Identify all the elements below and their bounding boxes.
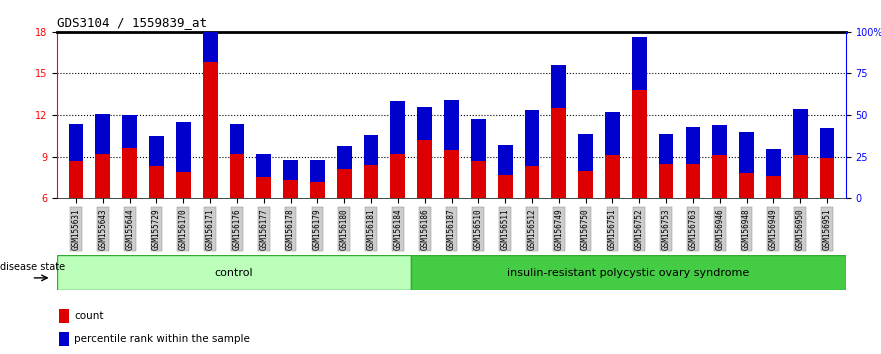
Bar — [176, 172, 190, 198]
Bar — [364, 135, 379, 165]
Bar — [552, 108, 566, 198]
Bar — [283, 180, 298, 198]
Bar — [793, 155, 808, 198]
Bar — [149, 166, 164, 198]
Bar — [444, 150, 459, 198]
Text: percentile rank within the sample: percentile rank within the sample — [74, 334, 250, 344]
Bar — [122, 148, 137, 198]
Bar — [524, 110, 539, 166]
Bar — [69, 161, 84, 198]
Bar — [95, 114, 110, 154]
Bar — [578, 171, 593, 198]
Bar — [819, 158, 834, 198]
Bar — [203, 62, 218, 198]
Bar — [471, 119, 485, 161]
Bar — [60, 309, 69, 323]
Bar — [713, 155, 727, 198]
Bar — [390, 101, 405, 154]
Bar — [819, 128, 834, 158]
Bar — [793, 109, 808, 155]
Bar — [713, 125, 727, 155]
Bar — [739, 173, 754, 198]
Bar — [69, 124, 84, 161]
Bar — [283, 160, 298, 180]
Bar — [256, 177, 271, 198]
Bar — [766, 149, 781, 176]
Bar — [57, 255, 411, 290]
Bar — [418, 107, 432, 140]
Bar — [739, 132, 754, 173]
Text: insulin-resistant polycystic ovary syndrome: insulin-resistant polycystic ovary syndr… — [507, 268, 750, 278]
Bar — [766, 176, 781, 198]
Bar — [310, 160, 325, 182]
Bar — [310, 182, 325, 198]
Bar — [337, 146, 352, 169]
Bar — [578, 134, 593, 171]
Bar — [605, 155, 620, 198]
Bar — [256, 154, 271, 177]
Bar — [60, 332, 69, 346]
Text: control: control — [215, 268, 254, 278]
Bar — [471, 161, 485, 198]
Bar — [337, 169, 352, 198]
Bar — [418, 140, 432, 198]
Text: GDS3104 / 1559839_at: GDS3104 / 1559839_at — [57, 16, 207, 29]
Bar — [203, 0, 218, 62]
Bar — [176, 122, 190, 172]
Text: disease state: disease state — [0, 262, 65, 272]
Bar — [444, 100, 459, 150]
Bar — [230, 124, 244, 154]
Text: count: count — [74, 311, 103, 321]
Bar — [685, 127, 700, 164]
Bar — [524, 166, 539, 198]
Bar — [95, 154, 110, 198]
Bar — [632, 37, 647, 90]
Bar — [659, 133, 673, 164]
Bar — [552, 65, 566, 108]
Bar — [411, 255, 846, 290]
Bar — [498, 175, 513, 198]
Bar — [685, 164, 700, 198]
Bar — [364, 165, 379, 198]
Bar — [632, 90, 647, 198]
Bar — [605, 112, 620, 155]
Bar — [230, 154, 244, 198]
Bar — [659, 164, 673, 198]
Bar — [498, 145, 513, 175]
Bar — [149, 136, 164, 166]
Bar — [390, 154, 405, 198]
Bar — [122, 115, 137, 148]
